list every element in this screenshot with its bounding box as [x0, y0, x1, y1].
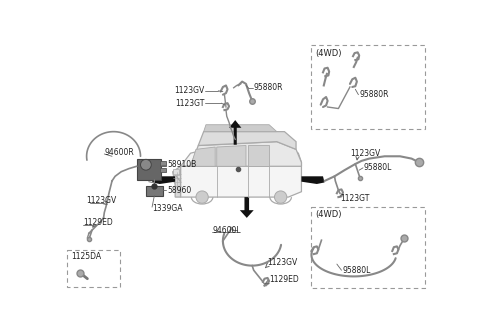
- Text: 1123GV: 1123GV: [267, 258, 298, 267]
- Text: (4WD): (4WD): [315, 49, 342, 58]
- Polygon shape: [180, 145, 301, 197]
- Bar: [160, 168, 166, 172]
- Bar: [146, 185, 163, 196]
- Circle shape: [196, 191, 208, 203]
- Bar: [160, 161, 166, 165]
- Text: 95880L: 95880L: [364, 163, 392, 172]
- Text: 95880L: 95880L: [342, 266, 371, 275]
- Bar: [312, 45, 425, 129]
- Text: 1123GT: 1123GT: [340, 194, 369, 203]
- Polygon shape: [217, 146, 246, 166]
- Polygon shape: [229, 120, 241, 145]
- Circle shape: [141, 159, 151, 170]
- Polygon shape: [240, 197, 254, 218]
- Text: 58960: 58960: [168, 186, 192, 195]
- Circle shape: [275, 191, 287, 203]
- Text: 95880R: 95880R: [254, 83, 283, 92]
- Text: 1123GV: 1123GV: [174, 86, 204, 95]
- Polygon shape: [204, 125, 277, 132]
- Polygon shape: [301, 176, 324, 184]
- Bar: [312, 207, 425, 288]
- Text: 1123GT: 1123GT: [175, 99, 204, 108]
- Polygon shape: [180, 142, 301, 166]
- Text: 1129ED: 1129ED: [83, 218, 112, 227]
- Bar: [67, 250, 120, 287]
- Text: 1123GV: 1123GV: [86, 197, 116, 205]
- Polygon shape: [191, 147, 215, 166]
- Text: 1125DA: 1125DA: [71, 252, 101, 261]
- Polygon shape: [173, 172, 180, 197]
- Polygon shape: [173, 166, 180, 184]
- Bar: [137, 159, 161, 180]
- Text: 1129ED: 1129ED: [269, 275, 299, 284]
- Polygon shape: [152, 176, 175, 184]
- Text: 1339GA: 1339GA: [152, 204, 182, 213]
- Text: 1123GV: 1123GV: [350, 149, 380, 158]
- Bar: [173, 169, 179, 175]
- Polygon shape: [198, 132, 296, 149]
- Text: 94600L: 94600L: [212, 226, 241, 235]
- Text: 95880R: 95880R: [359, 90, 389, 99]
- Text: 58910B: 58910B: [168, 160, 197, 169]
- Text: (4WD): (4WD): [315, 210, 342, 219]
- Text: 94600R: 94600R: [104, 148, 134, 157]
- Polygon shape: [248, 145, 269, 166]
